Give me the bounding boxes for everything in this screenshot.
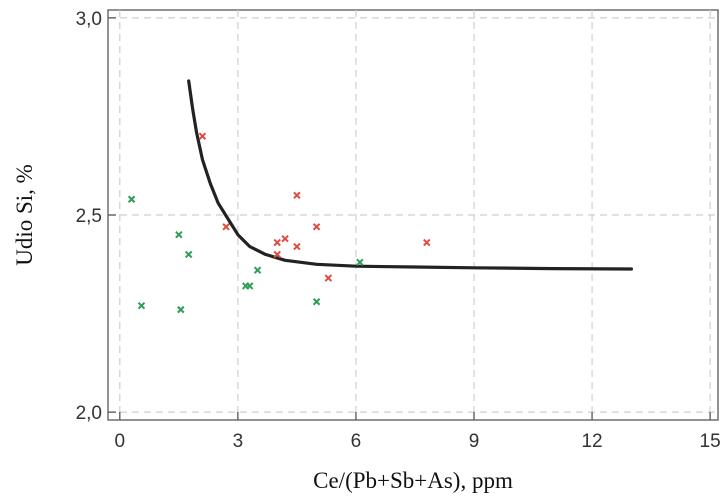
x-tick-label: 12 [581,431,602,452]
y-tick-label: 3,0 [76,9,102,30]
data-point-series-2 [137,301,146,310]
data-point-series-2 [127,195,136,203]
x-tick-label: 9 [469,431,480,452]
x-tick-label: 0 [115,431,126,452]
x-tick-label: 3 [233,431,244,452]
data-point-series-1 [423,238,431,247]
data-points [127,132,431,314]
data-point-series-1 [198,132,207,140]
y-tick-label: 2,0 [76,403,102,424]
data-point-series-1 [222,223,230,231]
fit-curve-layer [187,79,633,271]
grid [108,10,718,420]
data-point-series-1 [281,234,289,243]
data-point-series-2 [312,298,321,306]
y-tick-label: 2,5 [76,206,102,227]
x-tick-label: 6 [351,431,362,452]
axis-ticks: 0 3 6 9 12 15 2,0 2,5 3,0 [76,9,721,452]
data-point-series-1 [273,250,281,259]
x-axis-title: Ce/(Pb+Sb+As), ppm [313,468,513,493]
data-point-series-2 [253,266,262,274]
data-point-series-1 [324,274,333,282]
data-point-series-2 [175,231,183,239]
data-point-series-1 [312,223,321,231]
x-tick-label: 15 [700,431,721,452]
y-axis-title: Udio Si, % [12,164,37,266]
data-point-series-2 [245,282,254,290]
data-point-series-2 [184,250,193,259]
data-point-series-1 [293,191,301,199]
data-point-series-2 [177,305,185,314]
data-point-series-2 [356,258,364,267]
data-point-series-1 [273,238,281,247]
data-point-series-1 [293,242,301,251]
fit-curve [187,79,633,271]
